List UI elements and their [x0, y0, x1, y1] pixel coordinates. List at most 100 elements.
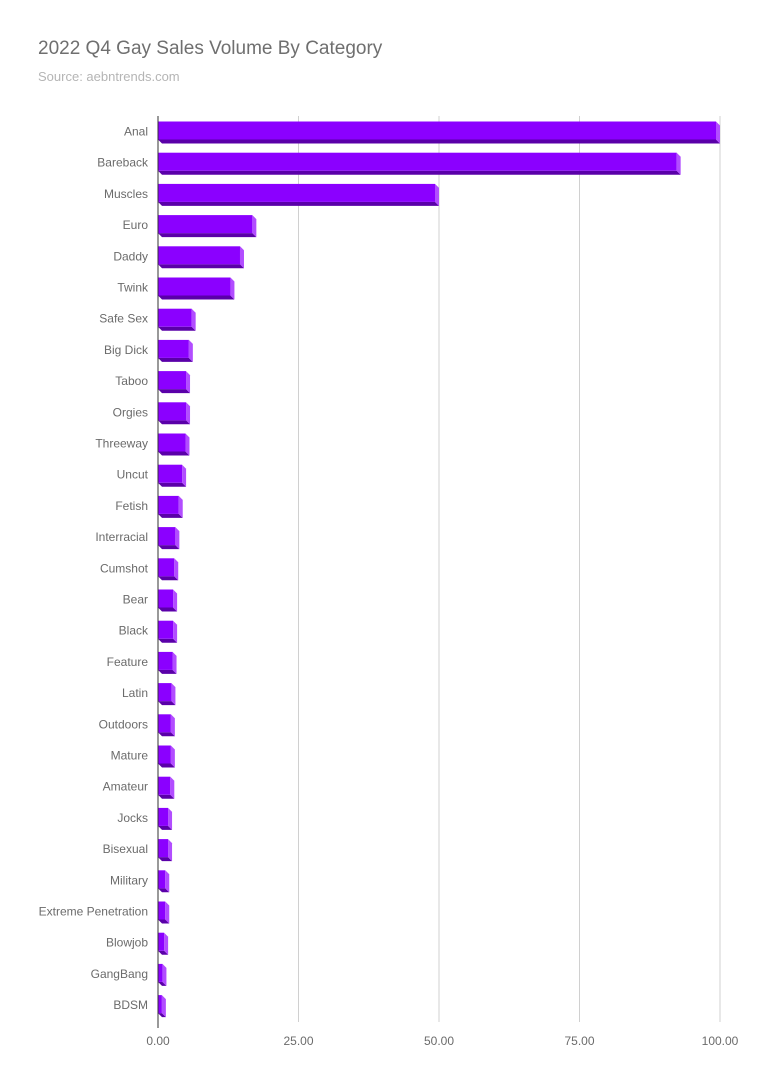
category-label: Fetish	[115, 499, 148, 513]
bar-side-face	[252, 215, 257, 238]
category-label: Outdoors	[99, 717, 148, 731]
bar	[158, 932, 169, 955]
category-label: Bareback	[97, 156, 149, 170]
bar-front-face	[158, 995, 162, 1014]
category-label: BDSM	[113, 998, 148, 1012]
category-label: Uncut	[117, 468, 149, 482]
bar-front-face	[158, 683, 172, 702]
bar-side-face	[173, 589, 178, 612]
bar-side-face	[435, 183, 439, 206]
bar-side-face	[165, 901, 170, 924]
bar-front-face	[158, 121, 716, 140]
bar-side-face	[164, 932, 169, 955]
x-tick-label: 100.00	[702, 1034, 739, 1048]
bar-front-face	[158, 589, 174, 608]
bar-bottom-face	[158, 888, 170, 893]
bar	[158, 246, 244, 269]
bar	[158, 277, 235, 300]
category-label: Military	[110, 873, 148, 887]
bar	[158, 807, 173, 830]
bar-side-face	[191, 308, 196, 331]
bar-bottom-face	[158, 607, 178, 612]
bar-bottom-face	[158, 357, 193, 362]
category-label: Interracial	[95, 530, 148, 544]
bar-front-face	[158, 433, 186, 452]
bar-bottom-face	[158, 732, 175, 737]
bar-side-face	[186, 402, 191, 425]
bar-bottom-face	[158, 763, 175, 768]
bar-bottom-face	[158, 825, 173, 830]
bar-front-face	[158, 651, 173, 670]
category-labels: Anal Bareback Muscles Euro Daddy Twink Safe Se…	[39, 125, 149, 1013]
bar-side-face	[162, 963, 167, 986]
bar-bottom-face	[158, 919, 170, 924]
bar-bottom-face	[158, 295, 235, 300]
bar-bottom-face	[158, 201, 439, 206]
bar	[158, 371, 191, 394]
bar	[158, 963, 167, 986]
bars	[158, 121, 720, 1018]
gridlines	[298, 116, 721, 1022]
bar-side-face	[168, 839, 173, 862]
bar-side-face	[165, 870, 170, 893]
bar	[158, 183, 439, 206]
bar-front-face	[158, 246, 240, 265]
category-label: Amateur	[103, 780, 148, 794]
bar	[158, 776, 175, 799]
category-label: Big Dick	[104, 343, 149, 357]
bar	[158, 464, 187, 487]
bar-bottom-face	[158, 170, 681, 175]
bar-front-face	[158, 152, 677, 171]
bar	[158, 433, 190, 456]
bar-bottom-face	[158, 482, 187, 487]
bar-side-face	[170, 776, 175, 799]
x-tick-label: 25.00	[283, 1034, 313, 1048]
category-label: Threeway	[95, 437, 148, 451]
bar	[158, 121, 720, 144]
bar-bottom-face	[158, 576, 179, 581]
category-label: Black	[119, 624, 149, 638]
bar-front-face	[158, 339, 189, 358]
bar-bottom-face	[158, 794, 175, 799]
bar	[158, 995, 166, 1018]
bar-side-face	[170, 714, 175, 737]
bar	[158, 402, 191, 425]
bar-side-face	[174, 558, 179, 581]
bar-front-face	[158, 807, 169, 826]
bar-side-face	[716, 121, 720, 144]
category-label: Extreme Penetration	[39, 905, 148, 919]
bar-front-face	[158, 839, 169, 858]
category-label: Feature	[107, 655, 149, 669]
bar	[158, 558, 179, 581]
bar	[158, 339, 193, 362]
category-label: Euro	[123, 218, 149, 232]
bar-side-face	[175, 527, 180, 550]
chart-title: 2022 Q4 Gay Sales Volume By Category	[38, 38, 383, 59]
bar-front-face	[158, 558, 175, 577]
category-label: Muscles	[104, 187, 148, 201]
bar-side-face	[188, 339, 193, 362]
bar-front-face	[158, 776, 171, 795]
bar-bottom-face	[158, 950, 169, 955]
bar-side-face	[161, 995, 166, 1018]
category-label: Mature	[111, 749, 149, 763]
x-tick-label: 0.00	[146, 1034, 170, 1048]
bar-bottom-face	[158, 638, 178, 643]
bar-side-face	[182, 464, 187, 487]
bar-front-face	[158, 932, 165, 951]
bar-side-face	[178, 495, 183, 518]
bar-front-face	[158, 277, 231, 296]
bar-side-face	[230, 277, 235, 300]
bar	[158, 495, 183, 518]
category-label: GangBang	[91, 967, 148, 981]
x-tick-labels: 0.00 25.00 50.00 75.00 100.00	[146, 1034, 738, 1048]
category-label: Twink	[117, 281, 149, 295]
bar-front-face	[158, 464, 183, 483]
bar-bottom-face	[158, 389, 191, 394]
category-label: Latin	[122, 686, 148, 700]
category-label: Taboo	[115, 374, 148, 388]
bar-front-face	[158, 183, 435, 202]
bar-bottom-face	[158, 545, 180, 550]
bar-side-face	[239, 246, 244, 269]
